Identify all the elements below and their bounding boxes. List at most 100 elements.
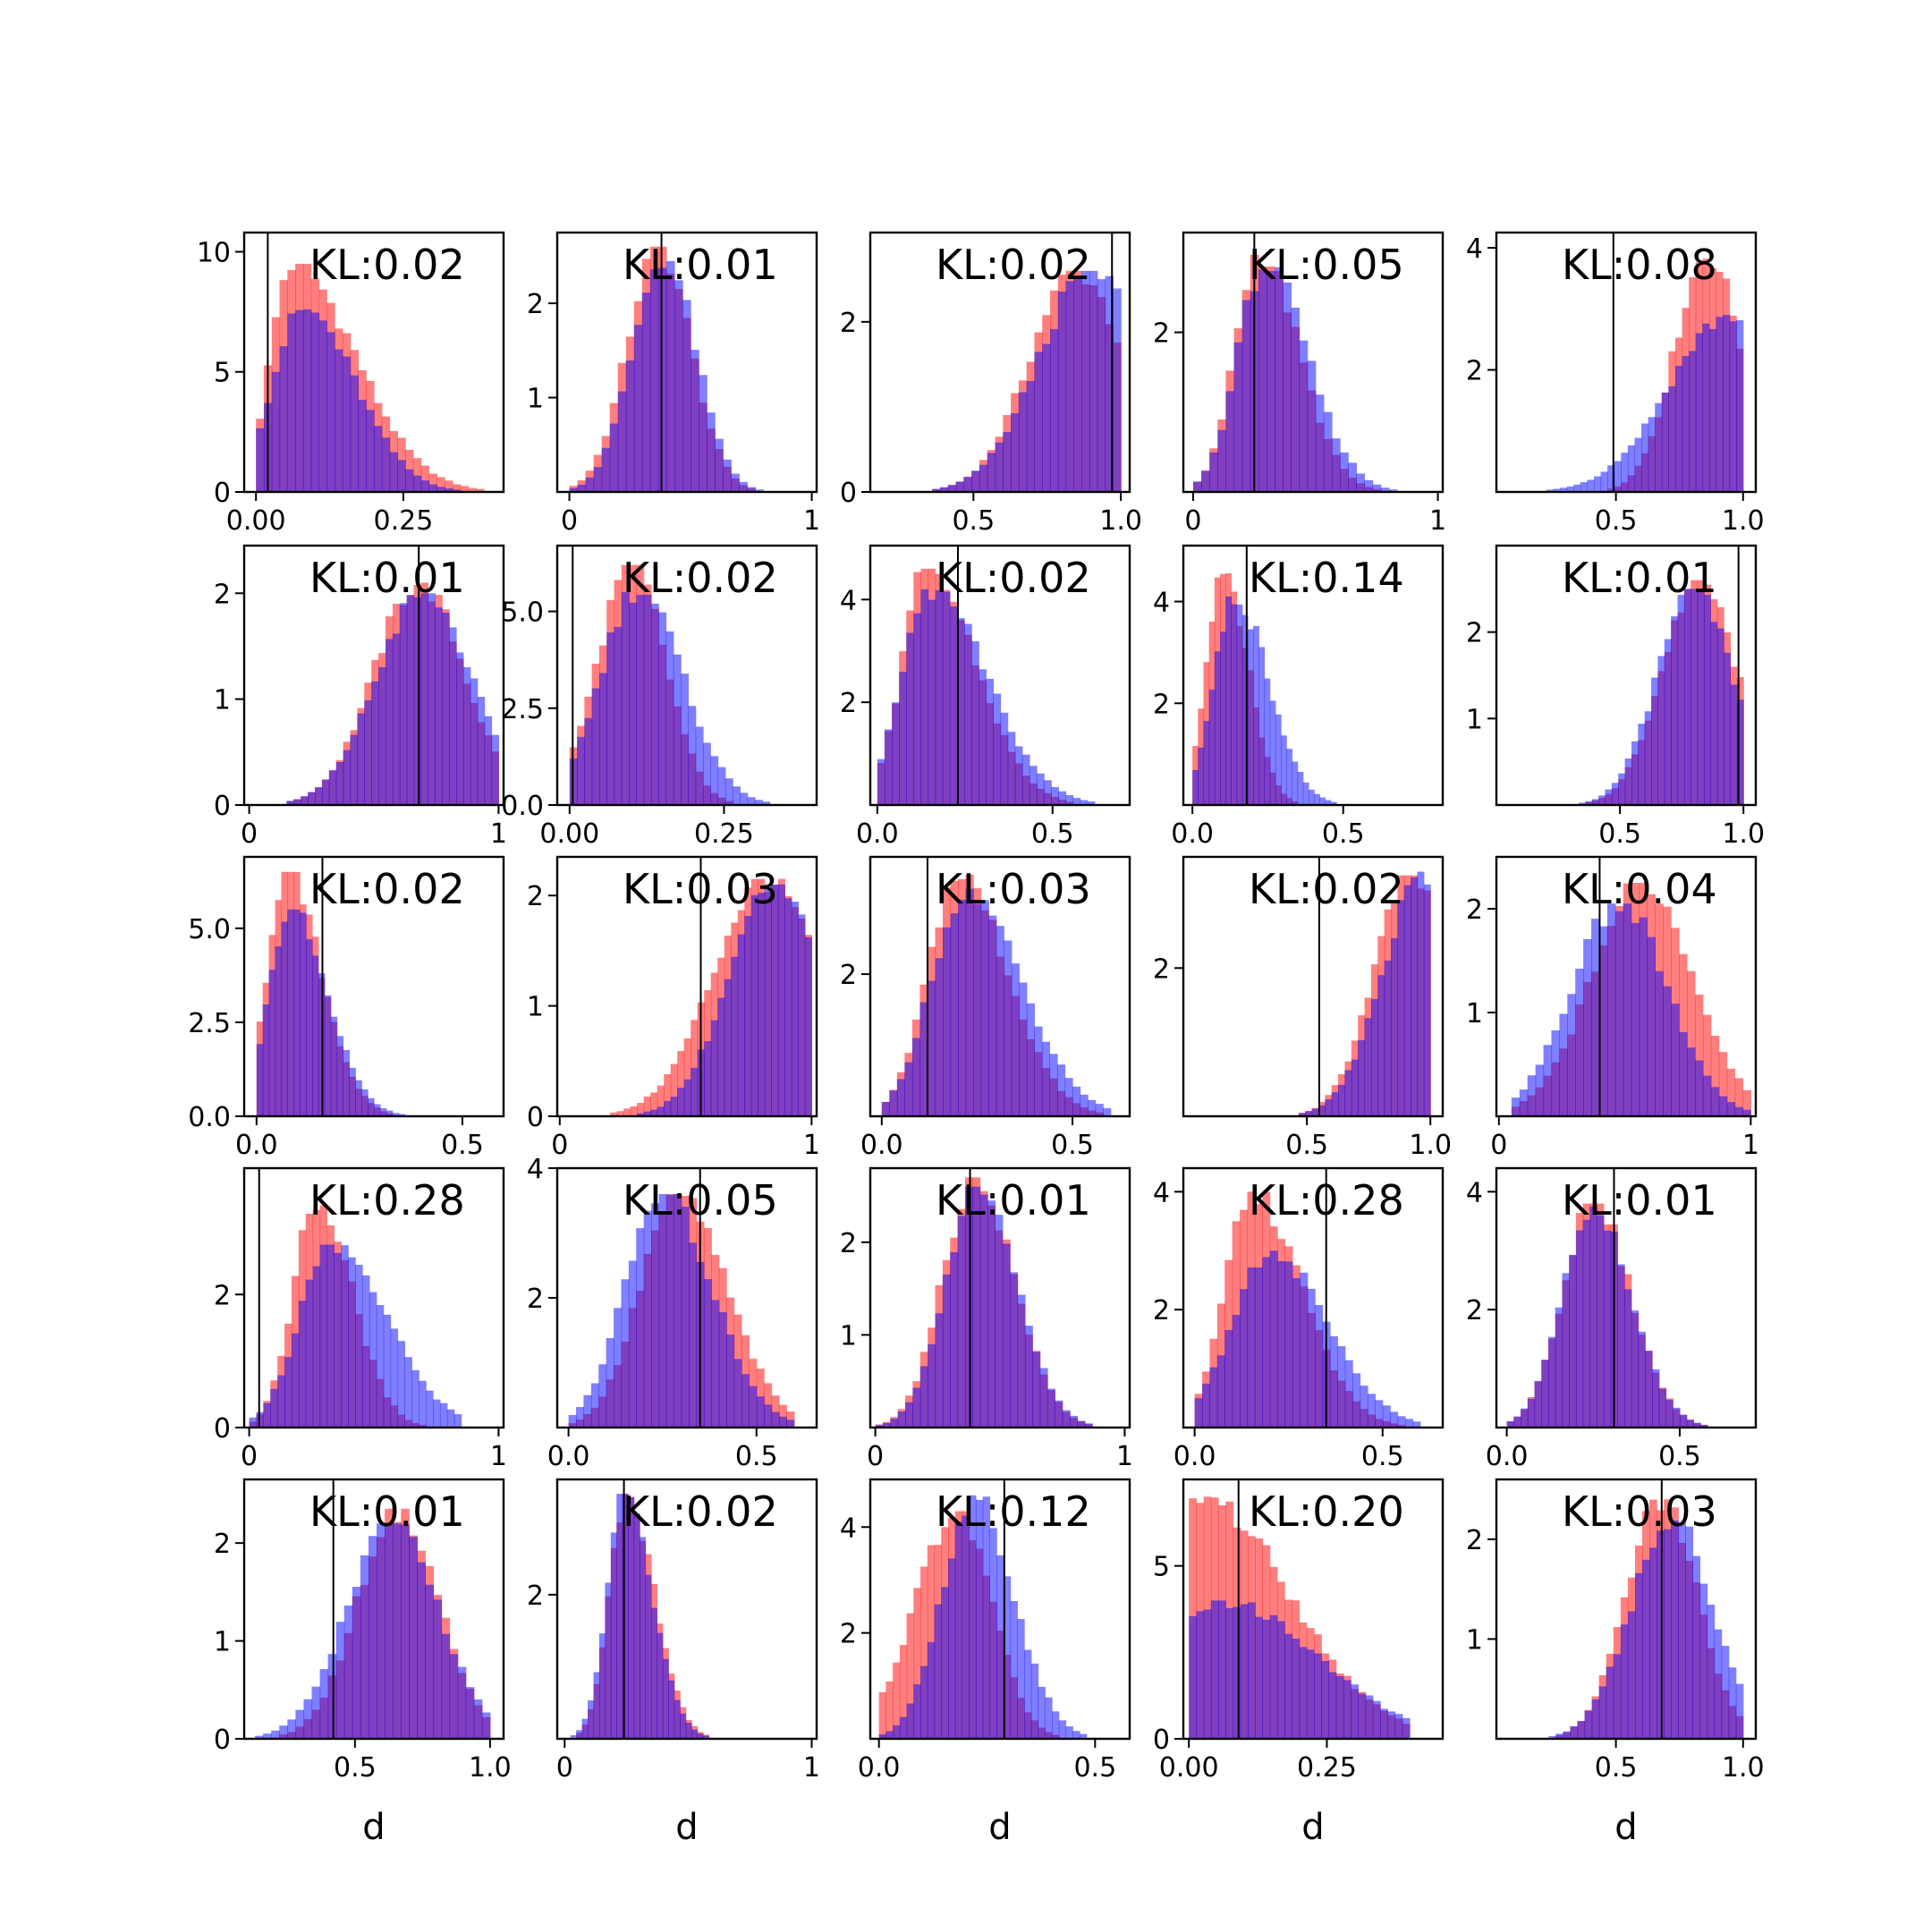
hist-bar-b: [411, 1369, 419, 1428]
hist-bar-b: [277, 1375, 285, 1428]
hist-bar-b: [939, 487, 949, 492]
hist-bar-b: [432, 1399, 441, 1428]
y-tick-label: 0: [214, 1413, 231, 1445]
hist-bar-b: [1665, 1400, 1674, 1428]
hist-bar-b: [680, 1713, 687, 1739]
hist-bar-b: [1597, 1215, 1605, 1428]
hist-bar-b: [392, 633, 401, 805]
hist-bar-b: [1716, 628, 1724, 805]
hist-bar-b: [1224, 1329, 1233, 1428]
hist-bar-b: [428, 593, 436, 805]
y-tick-label: 2: [1153, 689, 1170, 720]
hist-bar-b: [1598, 926, 1608, 1116]
hist-bar-b: [1575, 968, 1584, 1116]
x-tick-label: 0.0: [1171, 818, 1214, 850]
hist-bar-b: [927, 1641, 936, 1739]
hist-bar-b: [446, 1409, 455, 1428]
hist-bar-b: [658, 1194, 667, 1428]
plot-area: [1189, 1479, 1411, 1739]
axes-frame: [869, 544, 1131, 807]
hist-bar-b: [1258, 647, 1266, 805]
hist-bar-b: [710, 756, 719, 805]
hist-bar-b: [249, 1417, 258, 1428]
x-tick-label: 0: [241, 818, 258, 850]
hist-bar-b: [1631, 1310, 1640, 1428]
hist-bar-b: [1321, 1660, 1330, 1739]
plot-area: [1579, 546, 1744, 805]
hist-bar-b: [1566, 486, 1574, 492]
hist-bar-b: [1726, 1102, 1736, 1116]
hist-bar-b: [650, 1607, 657, 1739]
hist-bar-b: [457, 1666, 467, 1739]
hist-bar-b: [588, 1700, 595, 1739]
hist-bar-a: [657, 1085, 665, 1116]
hist-bar-b: [628, 1496, 635, 1739]
subplot-1-5: 0.5 1.0 2 4 KL:0.08: [1466, 231, 1765, 537]
y-tick-label: 0: [527, 1102, 544, 1133]
hist-bar-b: [1707, 1605, 1716, 1739]
y-tick-label: 0.0: [501, 791, 544, 822]
hist-bar-b: [1642, 1559, 1650, 1739]
axes-frame: [869, 1166, 1131, 1429]
hist-bar-b: [271, 1730, 280, 1739]
hist-bar-b: [420, 480, 430, 492]
x-axis-label: d: [362, 1807, 385, 1848]
x-tick-label: 1.0: [1722, 1752, 1765, 1784]
hist-bar-b: [756, 1396, 765, 1428]
hist-bar-b: [481, 1712, 491, 1739]
hist-bar-b: [704, 1041, 712, 1116]
y-tick-label: 4: [1466, 1177, 1483, 1208]
x-tick-label: 0.0: [858, 1752, 901, 1784]
hist-bar-b: [286, 801, 294, 805]
hist-bar-b: [1569, 1255, 1577, 1428]
hist-bar-b: [1729, 321, 1737, 492]
hist-bar-b: [657, 1106, 665, 1116]
hist-bar-b: [1589, 1206, 1597, 1428]
hist-bar-a: [412, 458, 422, 492]
y-tick-label: 2.5: [188, 1008, 231, 1039]
y-tick-label: 2: [214, 579, 231, 610]
hist-bar-b: [1201, 470, 1210, 492]
hist-bar-b: [904, 1062, 913, 1116]
hist-bar-b: [718, 1312, 727, 1428]
hist-bar-b: [1315, 1304, 1324, 1428]
hist-bar-a: [428, 473, 437, 492]
hist-bar-b: [1080, 800, 1089, 805]
x-tick-label: 0: [867, 1441, 884, 1472]
subplot-3-1: 0.0 0.5 0.0 2.5 5.0 KL:0.02: [188, 855, 505, 1161]
hist-bar-b: [1283, 282, 1292, 492]
hist-bar-b: [1614, 461, 1622, 492]
hist-bar-a: [1694, 995, 1704, 1116]
x-tick-label: 0.5: [1658, 1441, 1701, 1472]
hist-bar-b: [979, 1194, 988, 1428]
plot-area: [1194, 1168, 1421, 1428]
hist-bar-b: [637, 1113, 645, 1116]
hist-bar-b: [969, 1495, 977, 1739]
hist-bar-b: [1225, 391, 1235, 492]
hist-bar-b: [1534, 1380, 1542, 1428]
y-tick-label: 2: [840, 1619, 857, 1650]
hist-bar-b: [477, 697, 486, 805]
hist-bar-b: [1318, 1105, 1326, 1116]
hist-bar-b: [281, 921, 288, 1116]
hist-bar-b: [350, 375, 360, 492]
hist-bar-a: [899, 1645, 908, 1739]
hist-bar-b: [1710, 622, 1718, 805]
x-tick-label: 1.0: [1409, 1130, 1452, 1161]
hist-bar-b: [1606, 903, 1616, 1116]
hist-bar-b: [697, 1733, 704, 1739]
y-tick-label: 4: [840, 585, 857, 616]
hist-bar-b: [1652, 1368, 1660, 1428]
hist-bar-b: [744, 916, 752, 1116]
hist-bar-b: [1372, 1700, 1381, 1739]
y-tick-label: 4: [840, 1513, 857, 1544]
kl-annotation: KL:0.02: [623, 554, 778, 602]
hist-bar-b: [1577, 1721, 1586, 1739]
hist-bar-b: [899, 672, 907, 805]
hist-bar-b: [650, 1109, 658, 1116]
hist-bar-b: [1614, 911, 1624, 1116]
hist-bar-b: [1210, 1600, 1219, 1739]
subplot-2-1: 0 1 0 1 2 KL:0.01: [214, 544, 507, 850]
plot-area: [256, 857, 406, 1116]
hist-bar-b: [1580, 482, 1588, 492]
